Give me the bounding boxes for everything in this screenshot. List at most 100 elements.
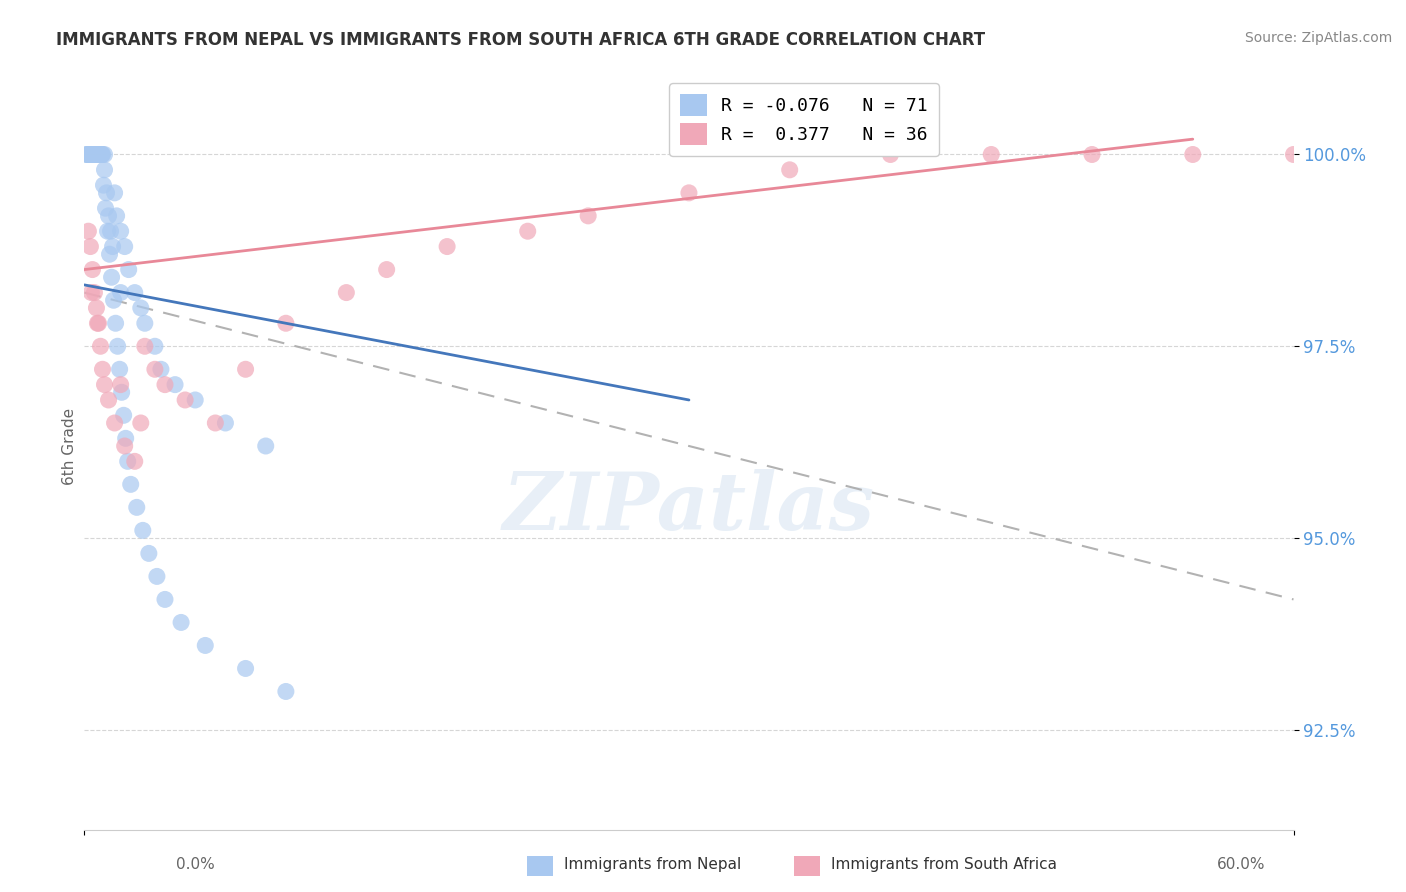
Point <box>184 392 207 407</box>
Point <box>97 392 120 407</box>
Point <box>80 147 103 161</box>
Point <box>87 147 110 161</box>
Point <box>86 316 108 330</box>
Point <box>83 147 105 161</box>
Point <box>110 224 132 238</box>
Point <box>120 477 142 491</box>
Point <box>80 285 103 300</box>
Point <box>101 239 124 253</box>
Point <box>100 224 122 238</box>
Point <box>104 316 127 330</box>
Point <box>89 147 111 161</box>
Point <box>129 301 152 315</box>
Point <box>94 201 117 215</box>
Point <box>107 339 129 353</box>
Point <box>89 147 111 161</box>
Point <box>576 209 599 223</box>
Point <box>254 439 277 453</box>
Point <box>125 500 148 515</box>
Point <box>82 147 104 161</box>
Point <box>1282 147 1305 161</box>
Y-axis label: 6th Grade: 6th Grade <box>62 408 77 484</box>
Point <box>143 362 166 376</box>
Point <box>104 186 127 200</box>
Point <box>103 293 125 308</box>
Point <box>87 316 110 330</box>
Point <box>98 247 121 261</box>
Point <box>83 285 105 300</box>
Legend: R = -0.076   N = 71, R =  0.377   N = 36: R = -0.076 N = 71, R = 0.377 N = 36 <box>669 83 939 156</box>
Point <box>93 178 115 193</box>
Point <box>204 416 226 430</box>
Point <box>110 377 132 392</box>
Point <box>779 162 801 177</box>
Text: Immigrants from Nepal: Immigrants from Nepal <box>564 857 741 872</box>
Point <box>104 416 127 430</box>
Point <box>114 239 136 253</box>
Point <box>1081 147 1104 161</box>
Point <box>86 147 108 161</box>
Point <box>100 270 122 285</box>
Point <box>124 285 146 300</box>
Point <box>75 147 97 161</box>
Point <box>153 592 176 607</box>
Point <box>112 409 135 423</box>
Point <box>93 377 115 392</box>
Point <box>84 147 107 161</box>
Point <box>436 239 458 253</box>
Point <box>80 147 103 161</box>
Point <box>84 147 107 161</box>
Point <box>134 316 156 330</box>
Point <box>149 362 172 376</box>
Point <box>194 639 217 653</box>
Point <box>235 362 257 376</box>
Point <box>980 147 1002 161</box>
Point <box>678 186 700 200</box>
Point <box>274 684 297 698</box>
Point <box>134 339 156 353</box>
Point <box>114 431 136 445</box>
Point <box>93 162 115 177</box>
Point <box>274 316 297 330</box>
Point <box>105 209 128 223</box>
Point <box>93 147 115 161</box>
Point <box>1181 147 1204 161</box>
Text: Source: ZipAtlas.com: Source: ZipAtlas.com <box>1244 31 1392 45</box>
Text: 0.0%: 0.0% <box>176 857 215 872</box>
Point <box>79 147 101 161</box>
Point <box>108 362 131 376</box>
Point <box>146 569 169 583</box>
Point <box>91 147 114 161</box>
Point <box>110 285 132 300</box>
Point <box>165 377 187 392</box>
Point <box>77 147 100 161</box>
Point <box>86 301 108 315</box>
Point <box>111 385 134 400</box>
Point <box>87 147 110 161</box>
Point <box>97 209 120 223</box>
Point <box>83 147 105 161</box>
Point <box>174 392 197 407</box>
Point <box>96 186 118 200</box>
Text: ZIPatlas: ZIPatlas <box>503 468 875 546</box>
Point <box>82 262 104 277</box>
Point <box>77 224 100 238</box>
Point <box>86 147 108 161</box>
Point <box>117 454 139 468</box>
Point <box>83 147 105 161</box>
Point <box>375 262 398 277</box>
Point <box>118 262 141 277</box>
Point <box>79 239 101 253</box>
Text: Immigrants from South Africa: Immigrants from South Africa <box>831 857 1057 872</box>
Point <box>129 416 152 430</box>
Point <box>82 147 104 161</box>
Point <box>335 285 357 300</box>
Point <box>89 147 111 161</box>
Point <box>90 147 112 161</box>
Point <box>89 147 111 161</box>
Point <box>79 147 101 161</box>
Point <box>79 147 101 161</box>
Point <box>516 224 538 238</box>
Point <box>170 615 193 630</box>
Point <box>76 147 98 161</box>
